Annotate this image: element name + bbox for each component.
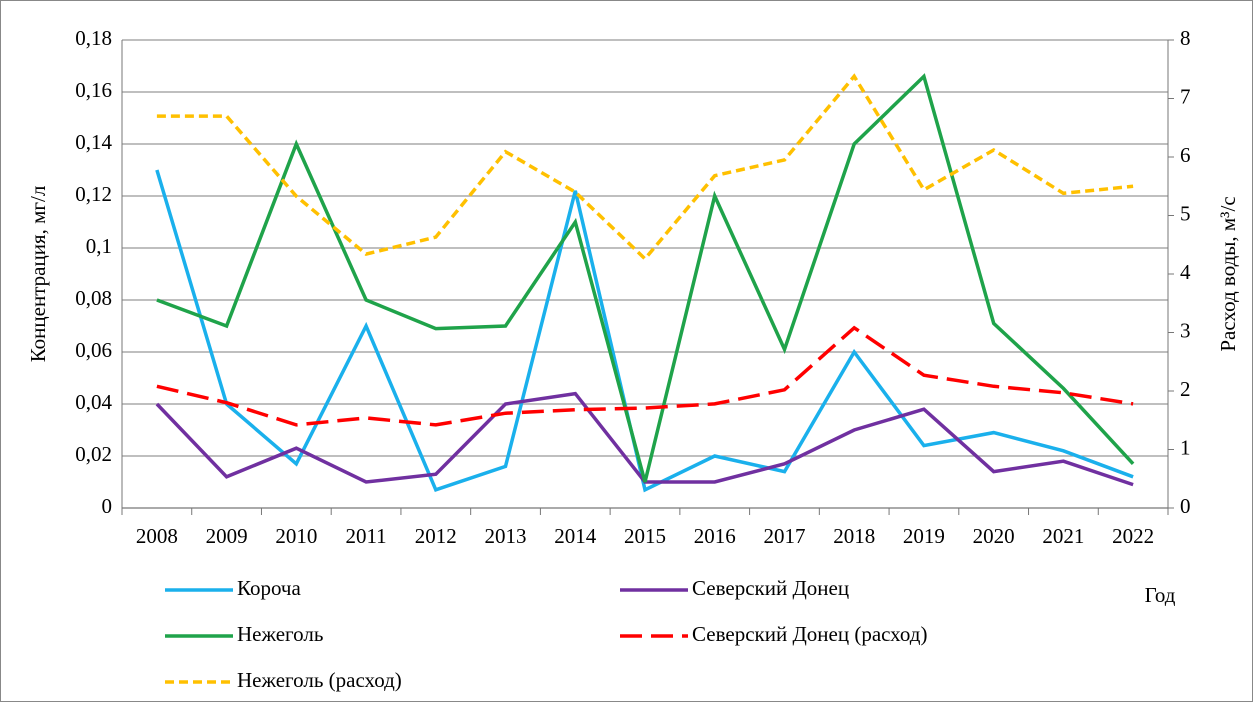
y2-tick-label: 7 — [1180, 84, 1191, 108]
y-tick-label: 0,12 — [75, 182, 112, 206]
y-tick-label: 0,04 — [75, 390, 112, 414]
x-tick-label: 2022 — [1112, 524, 1154, 548]
x-tick-label: 2017 — [763, 524, 805, 548]
y-tick-label: 0,1 — [86, 234, 112, 258]
series-line — [155, 169, 1134, 493]
series-line — [156, 325, 1134, 427]
y2-tick-label: 6 — [1180, 143, 1191, 167]
x-tick-label: 2016 — [694, 524, 736, 548]
y2-tick-label: 2 — [1180, 377, 1191, 401]
y-tick-label: 0,06 — [75, 338, 112, 362]
y-tick-label: 0,14 — [75, 130, 112, 154]
x-tick-label: 2021 — [1042, 524, 1084, 548]
legend-label: Северский Донец (расход) — [692, 622, 927, 646]
y2-tick-label: 4 — [1180, 260, 1191, 284]
legend-label: Нежеголь — [237, 622, 323, 646]
legend-label: Нежеголь (расход) — [237, 668, 402, 692]
x-tick-label: 2011 — [345, 524, 386, 548]
y2-tick-label: 5 — [1180, 201, 1191, 225]
y-axis-label: Концентрация, мг/л — [26, 186, 50, 363]
legend-label: Северский Донец — [692, 576, 849, 600]
legend-label: Короча — [237, 576, 301, 600]
x-tick-label: 2009 — [206, 524, 248, 548]
y2-tick-label: 1 — [1180, 435, 1191, 459]
x-tick-label: 2010 — [275, 524, 317, 548]
y2-tick-label: 8 — [1180, 26, 1191, 50]
x-tick-label: 2020 — [973, 524, 1015, 548]
series-line — [156, 73, 1135, 483]
x-tick-label: 2014 — [554, 524, 597, 548]
x-tick-label: 2015 — [624, 524, 666, 548]
y-tick-label: 0,08 — [75, 286, 112, 310]
y2-tick-label: 0 — [1180, 494, 1191, 518]
x-tick-label: 2018 — [833, 524, 875, 548]
y-tick-label: 0,18 — [75, 26, 112, 50]
y-tick-label: 0 — [102, 494, 113, 518]
y-tick-label: 0,02 — [75, 442, 112, 466]
x-axis-label: Год — [1145, 583, 1176, 607]
y2-tick-label: 3 — [1180, 318, 1191, 342]
x-tick-label: 2012 — [415, 524, 457, 548]
y2-axis-label: Расход воды, м³/с — [1216, 196, 1240, 351]
x-tick-label: 2008 — [136, 524, 178, 548]
y-tick-label: 0,16 — [75, 78, 112, 102]
x-tick-label: 2019 — [903, 524, 945, 548]
x-tick-label: 2013 — [485, 524, 527, 548]
